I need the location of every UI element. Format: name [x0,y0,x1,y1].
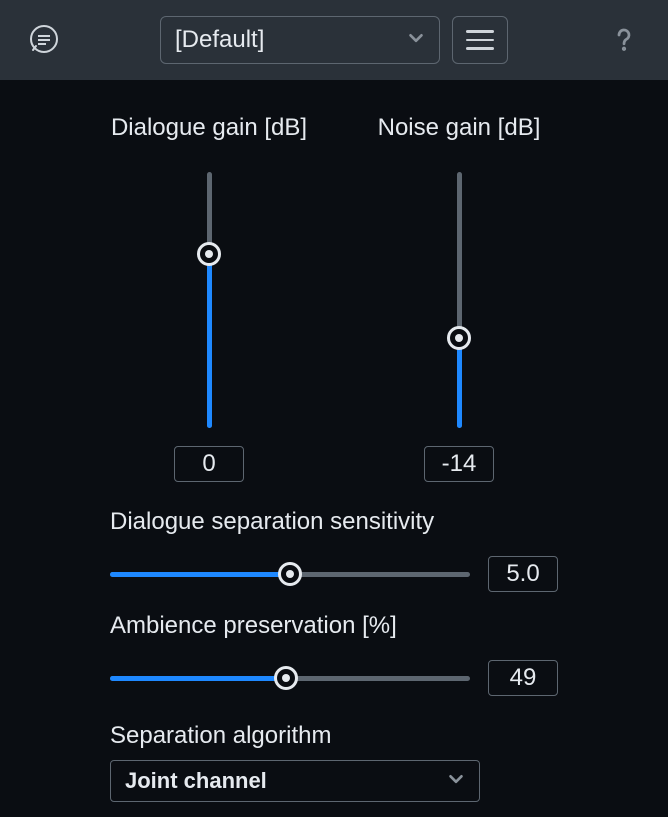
slider-thumb[interactable] [197,242,221,266]
menu-button[interactable] [452,16,508,64]
noise-gain-label: Noise gain [dB] [378,114,541,142]
menu-bar-icon [466,30,494,33]
slider-thumb[interactable] [278,562,302,586]
ambience-preservation-label: Ambience preservation [%] [110,612,558,640]
menu-bar-icon [466,47,494,50]
chevron-down-icon [445,768,467,795]
dialogue-separation-value[interactable]: 5.0 [488,556,558,592]
slider-thumb[interactable] [274,666,298,690]
ambience-preservation-value[interactable]: 49 [488,660,558,696]
slider-track [110,676,470,681]
chevron-down-icon [405,27,427,54]
preset-select[interactable]: [Default] [160,16,440,64]
toolbar: [Default] [0,0,668,80]
noise-gain-slider[interactable] [457,172,462,428]
separation-algorithm-label: Separation algorithm [110,722,558,750]
slider-fill [110,572,290,577]
slider-track [110,572,470,577]
dialogue-gain-label: Dialogue gain [dB] [111,114,307,142]
toolbar-center: [Default] [82,16,586,64]
chat-icon[interactable] [20,16,68,64]
vertical-sliders-row: Dialogue gain [dB] 0 Noise gain [dB] -14 [110,114,558,482]
toolbar-left [20,16,68,64]
dialogue-gain-column: Dialogue gain [dB] 0 [114,114,304,482]
slider-fill [207,254,212,428]
separation-algorithm-group: Separation algorithm Joint channel [110,722,558,802]
separation-algorithm-selected: Joint channel [125,768,267,794]
ambience-preservation-slider[interactable] [110,666,470,690]
ambience-preservation-row: 49 [110,660,558,696]
slider-thumb[interactable] [447,326,471,350]
slider-fill [457,338,462,428]
dialogue-separation-group: Dialogue separation sensitivity 5.0 [110,508,558,592]
noise-gain-value[interactable]: -14 [424,446,494,482]
preset-select-label: [Default] [175,26,264,54]
slider-track [457,172,462,428]
dialogue-separation-label: Dialogue separation sensitivity [110,508,558,536]
ambience-preservation-group: Ambience preservation [%] 49 [110,612,558,696]
dialogue-gain-slider[interactable] [207,172,212,428]
slider-fill [110,676,286,681]
dialogue-separation-row: 5.0 [110,556,558,592]
separation-algorithm-select[interactable]: Joint channel [110,760,480,802]
help-icon[interactable] [600,16,648,64]
noise-gain-column: Noise gain [dB] -14 [364,114,554,482]
dialogue-separation-slider[interactable] [110,562,470,586]
main-panel: Dialogue gain [dB] 0 Noise gain [dB] -14… [0,80,668,802]
slider-track [207,172,212,428]
toolbar-right [600,16,648,64]
menu-bar-icon [466,39,494,42]
dialogue-gain-value[interactable]: 0 [174,446,244,482]
